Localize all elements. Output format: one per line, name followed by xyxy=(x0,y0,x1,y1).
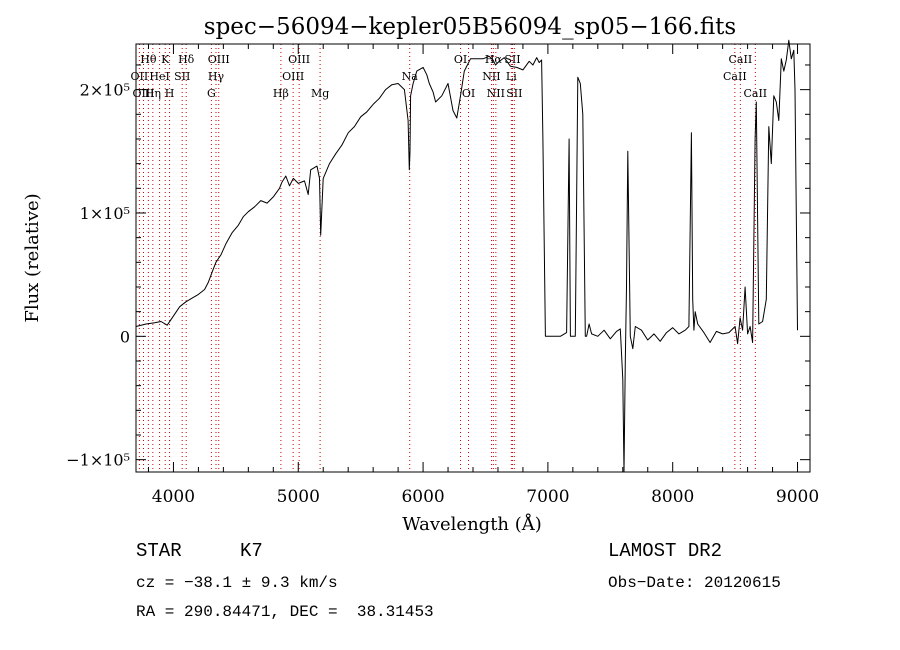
spectrum-line xyxy=(135,39,798,473)
spectral-line-label: NII xyxy=(487,87,505,100)
spectral-line-label: Hα xyxy=(485,53,503,66)
plot-frame xyxy=(135,43,811,473)
spectral-line-label: OI xyxy=(454,53,467,66)
spectral-line-label: CaII xyxy=(743,87,767,100)
ra-dec-coordinates: RA = 290.84471, DEC = 38.31453 xyxy=(136,603,434,621)
spectral-line-label: Hθ xyxy=(140,53,157,66)
spectral-line-label: CaII xyxy=(723,70,747,83)
spectral-line-label: OIII xyxy=(282,70,304,83)
spectral-line-label: Hδ xyxy=(178,53,195,66)
spectral-line-label: OIII xyxy=(132,87,154,100)
spectral-line-label: OIII xyxy=(288,53,310,66)
survey-name: LAMOST DR2 xyxy=(608,540,723,562)
x-axis-label: Wavelength (Å) xyxy=(402,513,542,535)
spectral-line-markers xyxy=(138,44,756,472)
chart-title: spec−56094−kepler05B56094_sp05−166.fits xyxy=(204,14,736,40)
spectral-line-label: G xyxy=(207,87,216,100)
x-tick-label: 6000 xyxy=(401,487,444,507)
spectral-line-label: SII xyxy=(504,53,520,66)
x-axis-ticks: 4000 5000 6000 7000 8000 9000 xyxy=(147,44,819,507)
spectral-line-label: NII xyxy=(482,70,500,83)
x-tick-label: 4000 xyxy=(152,487,195,507)
y-tick-label: 1×10⁵ xyxy=(80,204,130,223)
observation-date: Obs−Date: 20120615 xyxy=(608,574,781,592)
y-tick-label: 2×10⁵ xyxy=(80,81,130,100)
spectral-line-label: Na xyxy=(402,70,419,83)
redshift-cz: cz = −38.1 ± 9.3 km/s xyxy=(136,574,338,592)
spectral-line-label: K xyxy=(161,53,170,66)
spectral-line-label: Hβ xyxy=(273,87,289,100)
y-tick-label: −1×10⁵ xyxy=(66,451,130,470)
object-class: STAR xyxy=(136,540,182,562)
spectral-line-label: OII xyxy=(131,70,149,83)
spectral-line-label: CaII xyxy=(729,53,753,66)
x-tick-label: 5000 xyxy=(277,487,320,507)
x-tick-label: 8000 xyxy=(651,487,694,507)
spectral-line-label: OIII xyxy=(208,53,230,66)
x-tick-label: 7000 xyxy=(526,487,569,507)
spectral-line-label: OI xyxy=(462,87,475,100)
y-axis-label: Flux (relative) xyxy=(22,193,43,322)
spectral-line-label: H xyxy=(165,87,175,100)
spectral-line-label: SII xyxy=(506,87,522,100)
spectral-line-label: Li xyxy=(506,70,517,83)
spectral-line-label: Hγ xyxy=(208,70,225,83)
object-subclass: K7 xyxy=(240,540,263,562)
spectral-line-label: Hη xyxy=(145,87,161,100)
y-axis-ticks: −1×10⁵ 0 1×10⁵ 2×10⁵ xyxy=(66,64,810,470)
spectral-line-label: SII xyxy=(174,70,190,83)
y-tick-label: 0 xyxy=(120,327,130,346)
spectral-line-label: Mg xyxy=(311,87,329,100)
x-tick-label: 9000 xyxy=(776,487,819,507)
spectral-line-label: HeI xyxy=(149,70,169,83)
